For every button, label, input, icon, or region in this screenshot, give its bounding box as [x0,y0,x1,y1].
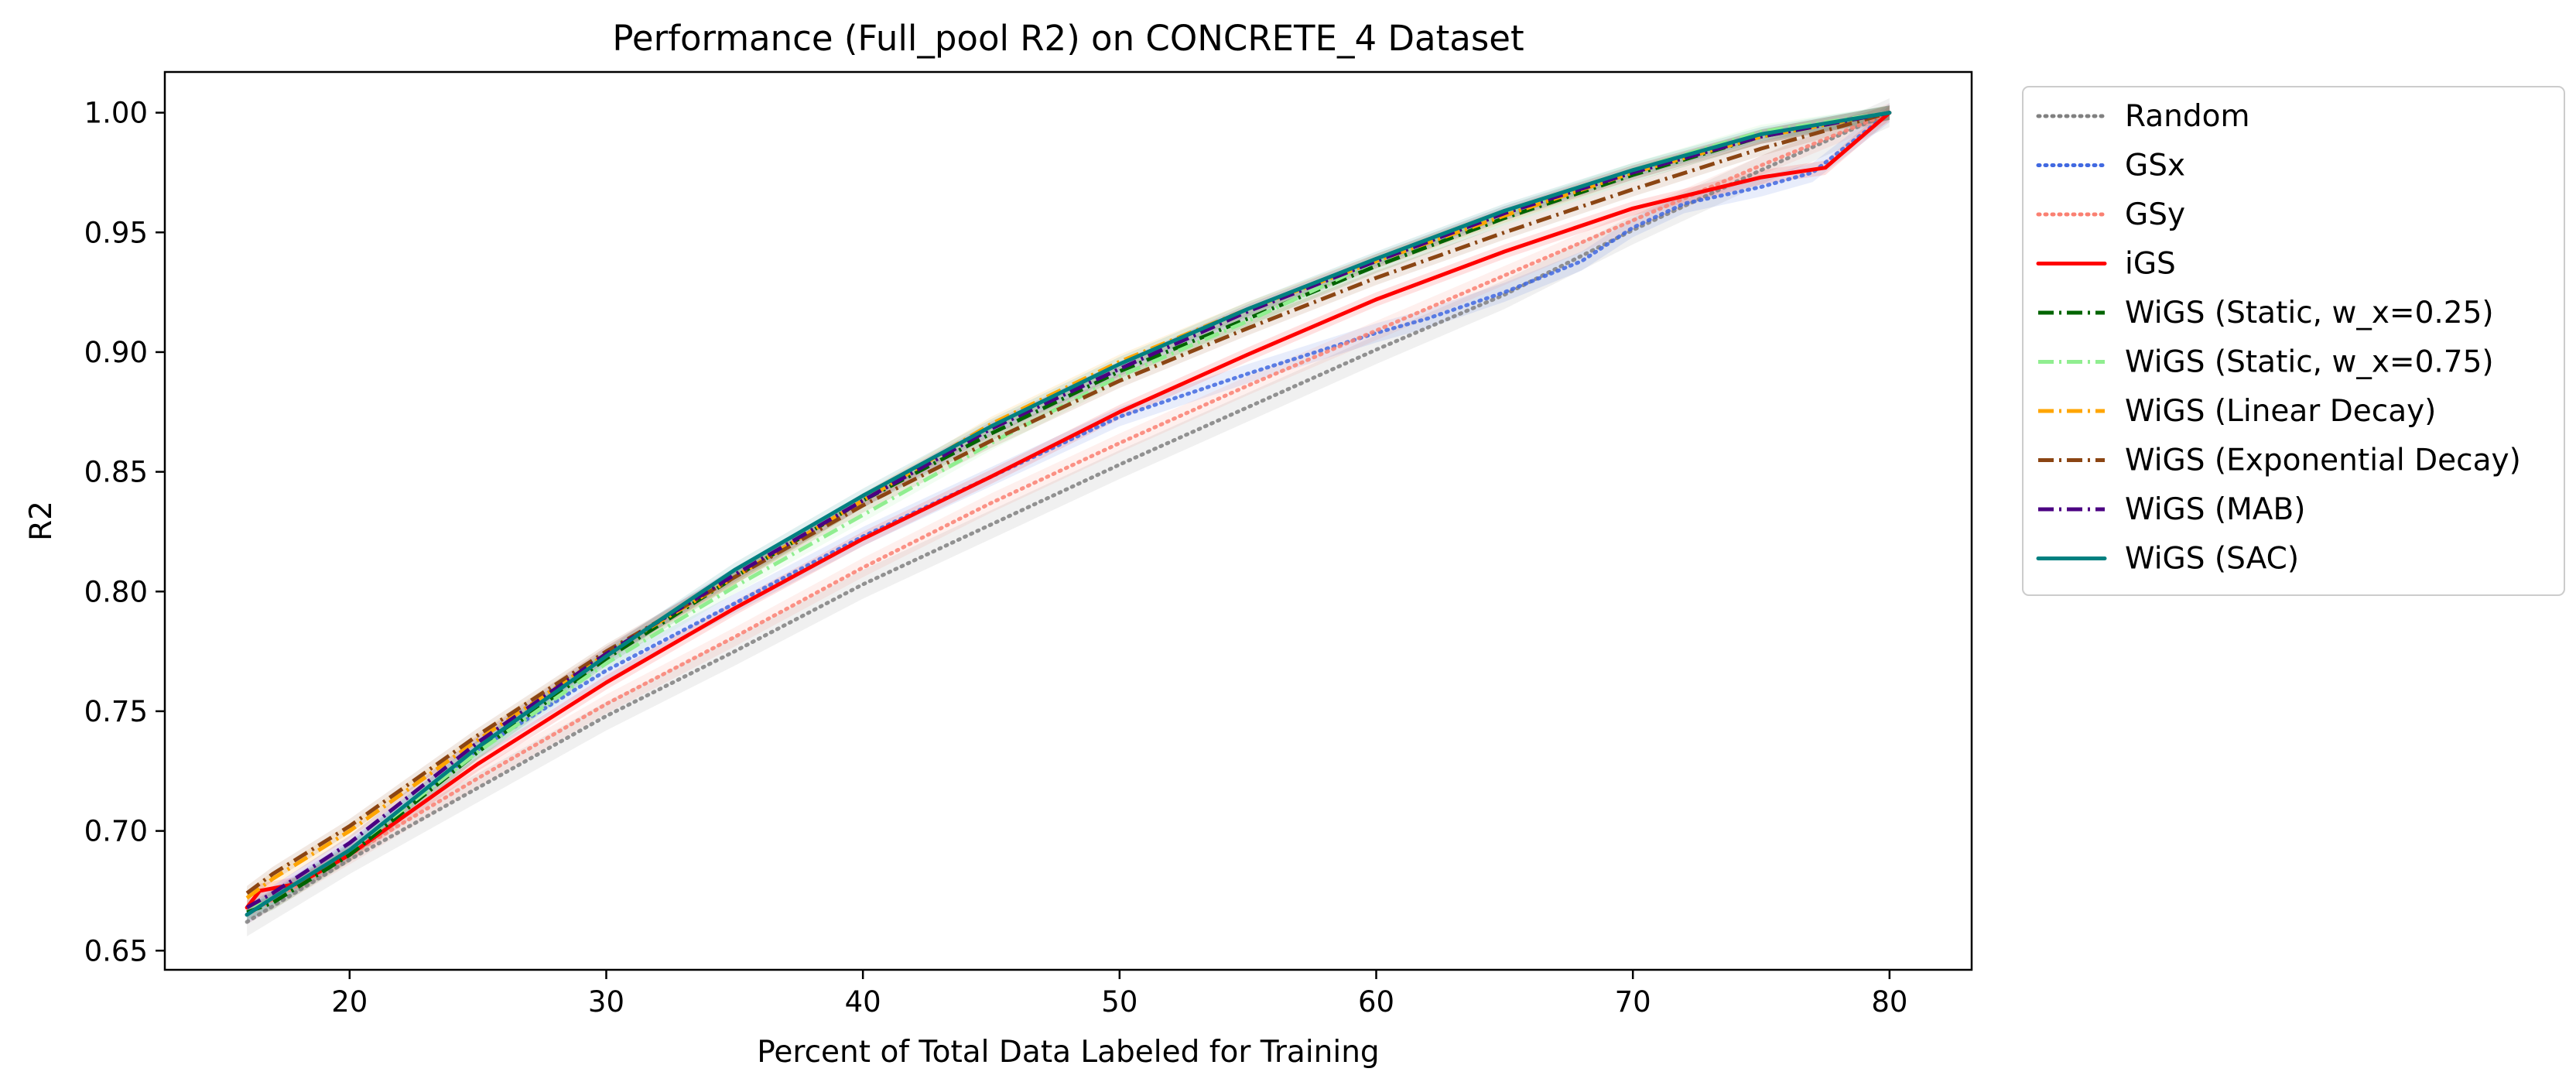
series-line [245,111,1892,917]
legend-label: Random [2125,99,2249,134]
legend-label: WiGS (SAC) [2125,542,2299,577]
x-axis-title: Percent of Total Data Labeled for Traini… [757,1035,1379,1070]
legend-label: GSx [2125,149,2185,183]
legend-label: WiGS (Static, w_x=0.25) [2125,296,2494,330]
legend-label: WiGS (Linear Decay) [2125,394,2436,429]
y-tick-label: 0.75 [84,695,148,728]
series-line [245,111,1890,909]
legend-label: GSy [2125,197,2185,232]
x-tick-label: 50 [1101,985,1137,1019]
y-tick-label: 0.65 [84,934,148,967]
confidence-band [247,98,1890,937]
legend-label: WiGS (Exponential Decay) [2125,443,2521,478]
legend-label: WiGS (Static, w_x=0.75) [2125,345,2494,380]
legend-entries: Random GSx GSy iGS WiGS (Static, w_x=0.25) Wi… [2036,99,2521,577]
x-tick-label: 60 [1358,985,1394,1019]
series-line [245,111,1890,896]
x-axis-ticks: 20 30 40 50 60 70 80 [331,970,1907,1019]
legend: Random GSx GSy iGS WiGS (Static, w_x=0.25) Wi… [2022,86,2565,596]
legend-label: WiGS (MAB) [2125,492,2305,527]
series-line [245,111,1892,917]
x-tick-label: 30 [588,985,624,1019]
y-tick-label: 0.70 [84,815,148,848]
x-tick-label: 40 [845,985,881,1019]
y-axis-title: R2 [24,501,59,541]
y-tick-label: 0.95 [84,216,148,249]
confidence-band [247,103,1890,925]
legend-label: iGS [2125,247,2176,282]
y-tick-label: 0.80 [84,575,148,608]
series-line [245,111,1892,917]
legend-frame [2022,86,2565,596]
series-line [246,111,1890,915]
y-tick-label: 1.00 [84,97,148,130]
chart-title: Performance (Full_pool R2) on CONCRETE_4… [612,18,1524,59]
x-tick-label: 20 [331,985,368,1019]
y-tick-label: 0.90 [84,336,148,369]
plot-frame [163,70,1973,971]
series-lines [245,111,1892,924]
y-tick-label: 0.85 [84,456,148,489]
x-tick-label: 80 [1871,985,1907,1019]
y-axis-ticks: 0.65 0.70 0.75 0.80 0.85 0.90 0.95 1.00 [84,97,165,967]
x-tick-label: 70 [1615,985,1651,1019]
